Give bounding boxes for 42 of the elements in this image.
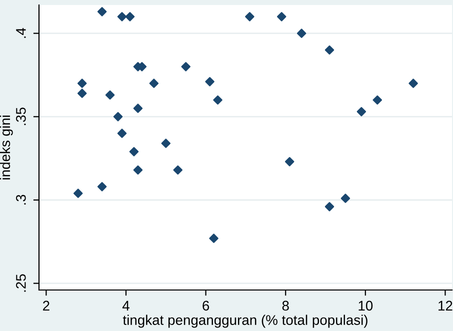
- point: [213, 95, 222, 105]
- point: [117, 12, 127, 22]
- point: [324, 202, 334, 212]
- x-tick-label: 8: [282, 300, 289, 311]
- point: [173, 165, 182, 175]
- point: [181, 62, 190, 72]
- point: [73, 188, 83, 198]
- x-tick-label: 10: [358, 300, 373, 311]
- x-tick-label: 6: [202, 300, 210, 311]
- point: [129, 147, 139, 156]
- point: [77, 78, 87, 88]
- point: [324, 45, 334, 55]
- y-axis-title: indeks gini: [0, 116, 13, 180]
- point: [125, 12, 135, 22]
- y-tick-label: .3: [16, 194, 26, 205]
- point: [133, 104, 143, 113]
- point: [117, 128, 127, 138]
- point: [284, 157, 294, 166]
- point: [408, 78, 418, 88]
- point: [161, 138, 171, 148]
- point: [245, 12, 254, 22]
- point: [296, 28, 306, 38]
- point: [97, 7, 107, 16]
- point: [105, 90, 115, 100]
- point: [149, 78, 159, 88]
- point: [356, 107, 366, 116]
- point: [97, 182, 107, 192]
- point: [113, 112, 123, 122]
- point: [77, 88, 87, 98]
- y-tick-label: .25: [16, 274, 26, 292]
- y-tick-label: .35: [16, 108, 26, 126]
- point: [209, 234, 218, 243]
- x-tick-label: 12: [438, 300, 452, 310]
- x-axis-title: tingkat pengangguran (% total populasi): [122, 314, 368, 328]
- point: [133, 165, 143, 175]
- y-tick-label: .4: [16, 28, 26, 38]
- point: [372, 95, 382, 105]
- point: [205, 77, 214, 86]
- point: [340, 194, 350, 203]
- x-tick-label: 2: [43, 300, 50, 310]
- point: [276, 12, 286, 22]
- x-tick-label: 4: [122, 300, 130, 310]
